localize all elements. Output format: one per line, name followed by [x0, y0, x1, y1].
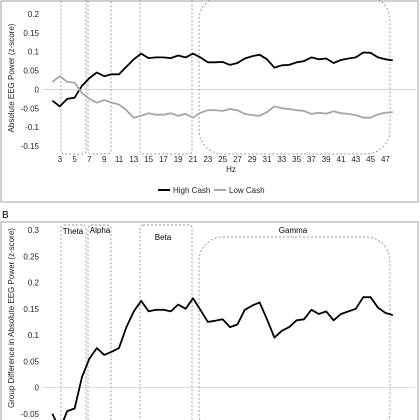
- x-tick-label: 25: [218, 155, 227, 164]
- y-tick-label: 0.25: [23, 252, 39, 261]
- x-tick-label: 11: [115, 155, 124, 164]
- x-tick-label: 33: [277, 155, 286, 164]
- y-tick-label: -0.05: [21, 104, 40, 113]
- y-tick-label: 0.3: [28, 226, 40, 235]
- legend-low-cash-label: Low Cash: [229, 186, 265, 195]
- panel-a: 0.2 0.15 0.1 0.05 0 -0.05 -0.1 -0.15 Absolute E…: [0, 0, 419, 203]
- y-tick-label: 0.05: [23, 357, 39, 366]
- y-tick-label: 0: [35, 85, 40, 94]
- panel-a-x-axis-title: Hz: [226, 165, 236, 174]
- y-tick-label: 0.2: [28, 279, 40, 288]
- x-tick-label: 13: [129, 155, 138, 164]
- panel-b-gamma-box: [198, 236, 391, 420]
- x-tick-label: 45: [366, 155, 375, 164]
- x-tick-label: 27: [233, 155, 242, 164]
- x-tick-label: 17: [159, 155, 168, 164]
- x-tick-label: 23: [203, 155, 212, 164]
- panel-b-band-boxes: [60, 224, 391, 420]
- panel-b-alpha-box: [87, 224, 112, 420]
- x-tick-label: 37: [307, 155, 316, 164]
- y-tick-label: -0.05: [21, 410, 40, 419]
- panel-a-x-tick-labels: 3 5 7 9 11 13 15 17 19 21 23 25 27 29 31 33 35 37 39 41 43 45…: [58, 155, 391, 164]
- panel-a-band-boxes: [60, 0, 391, 155]
- panel-b-letter: B: [2, 210, 9, 221]
- x-tick-label: 35: [292, 155, 301, 164]
- panel-b: B 0.3 0.25 0.2 0.15 0.1 0.05 0 -0.05 Group Diff…: [0, 210, 419, 420]
- panel-a-frame: [0, 0, 419, 203]
- x-tick-label: 29: [248, 155, 257, 164]
- x-tick-label: 9: [102, 155, 107, 164]
- x-tick-label: 21: [189, 155, 198, 164]
- panel-a-high-cash-line: [51, 51, 393, 108]
- panel-a-y-tick-labels: 0.2 0.15 0.1 0.05 0 -0.05 -0.1 -0.15: [21, 10, 40, 151]
- panel-a-low-cash-line: [51, 75, 393, 119]
- panel-a-legend: High Cash Low Cash: [158, 186, 265, 195]
- panel-b-y-axis-title: Group Difference in Absolute EEG Power (…: [7, 228, 16, 408]
- legend-high-cash-label: High Cash: [173, 186, 210, 195]
- x-tick-label: 39: [322, 155, 331, 164]
- y-tick-label: 0.1: [28, 331, 40, 340]
- panel-b-beta-box: [139, 224, 193, 420]
- x-tick-label: 3: [58, 155, 63, 164]
- y-tick-label: -0.1: [25, 123, 39, 132]
- panel-b-theta-label: Theta: [63, 227, 84, 236]
- panel-b-beta-label: Beta: [155, 233, 172, 242]
- x-tick-label: 47: [381, 155, 390, 164]
- y-tick-label: 0.15: [23, 305, 39, 314]
- x-tick-label: 15: [144, 155, 153, 164]
- x-tick-label: 31: [263, 155, 272, 164]
- panel-b-gamma-label: Gamma: [279, 226, 308, 235]
- panel-a-gamma-box: [198, 0, 391, 155]
- panel-a-y-axis-title: Absolute EEG Power (z-score): [7, 23, 16, 132]
- y-tick-label: 0: [35, 384, 40, 393]
- y-tick-label: -0.15: [21, 142, 40, 151]
- panel-a-theta-box: [60, 0, 87, 155]
- panel-a-beta-box: [139, 0, 193, 155]
- x-tick-label: 7: [87, 155, 92, 164]
- y-tick-label: 0.1: [28, 48, 40, 57]
- x-tick-label: 43: [351, 155, 360, 164]
- x-tick-label: 5: [72, 155, 77, 164]
- y-tick-label: 0.15: [23, 29, 39, 38]
- x-tick-label: 19: [174, 155, 183, 164]
- x-tick-label: 41: [337, 155, 346, 164]
- panel-b-group-difference-line: [51, 296, 394, 420]
- panel-b-frame: [0, 221, 419, 420]
- panel-b-alpha-label: Alpha: [90, 226, 111, 235]
- y-tick-label: 0.2: [28, 10, 40, 19]
- panel-b-theta-box: [60, 224, 87, 420]
- y-tick-label: 0.05: [23, 67, 39, 76]
- panel-b-y-tick-labels: 0.3 0.25 0.2 0.15 0.1 0.05 0 -0.05: [21, 226, 40, 419]
